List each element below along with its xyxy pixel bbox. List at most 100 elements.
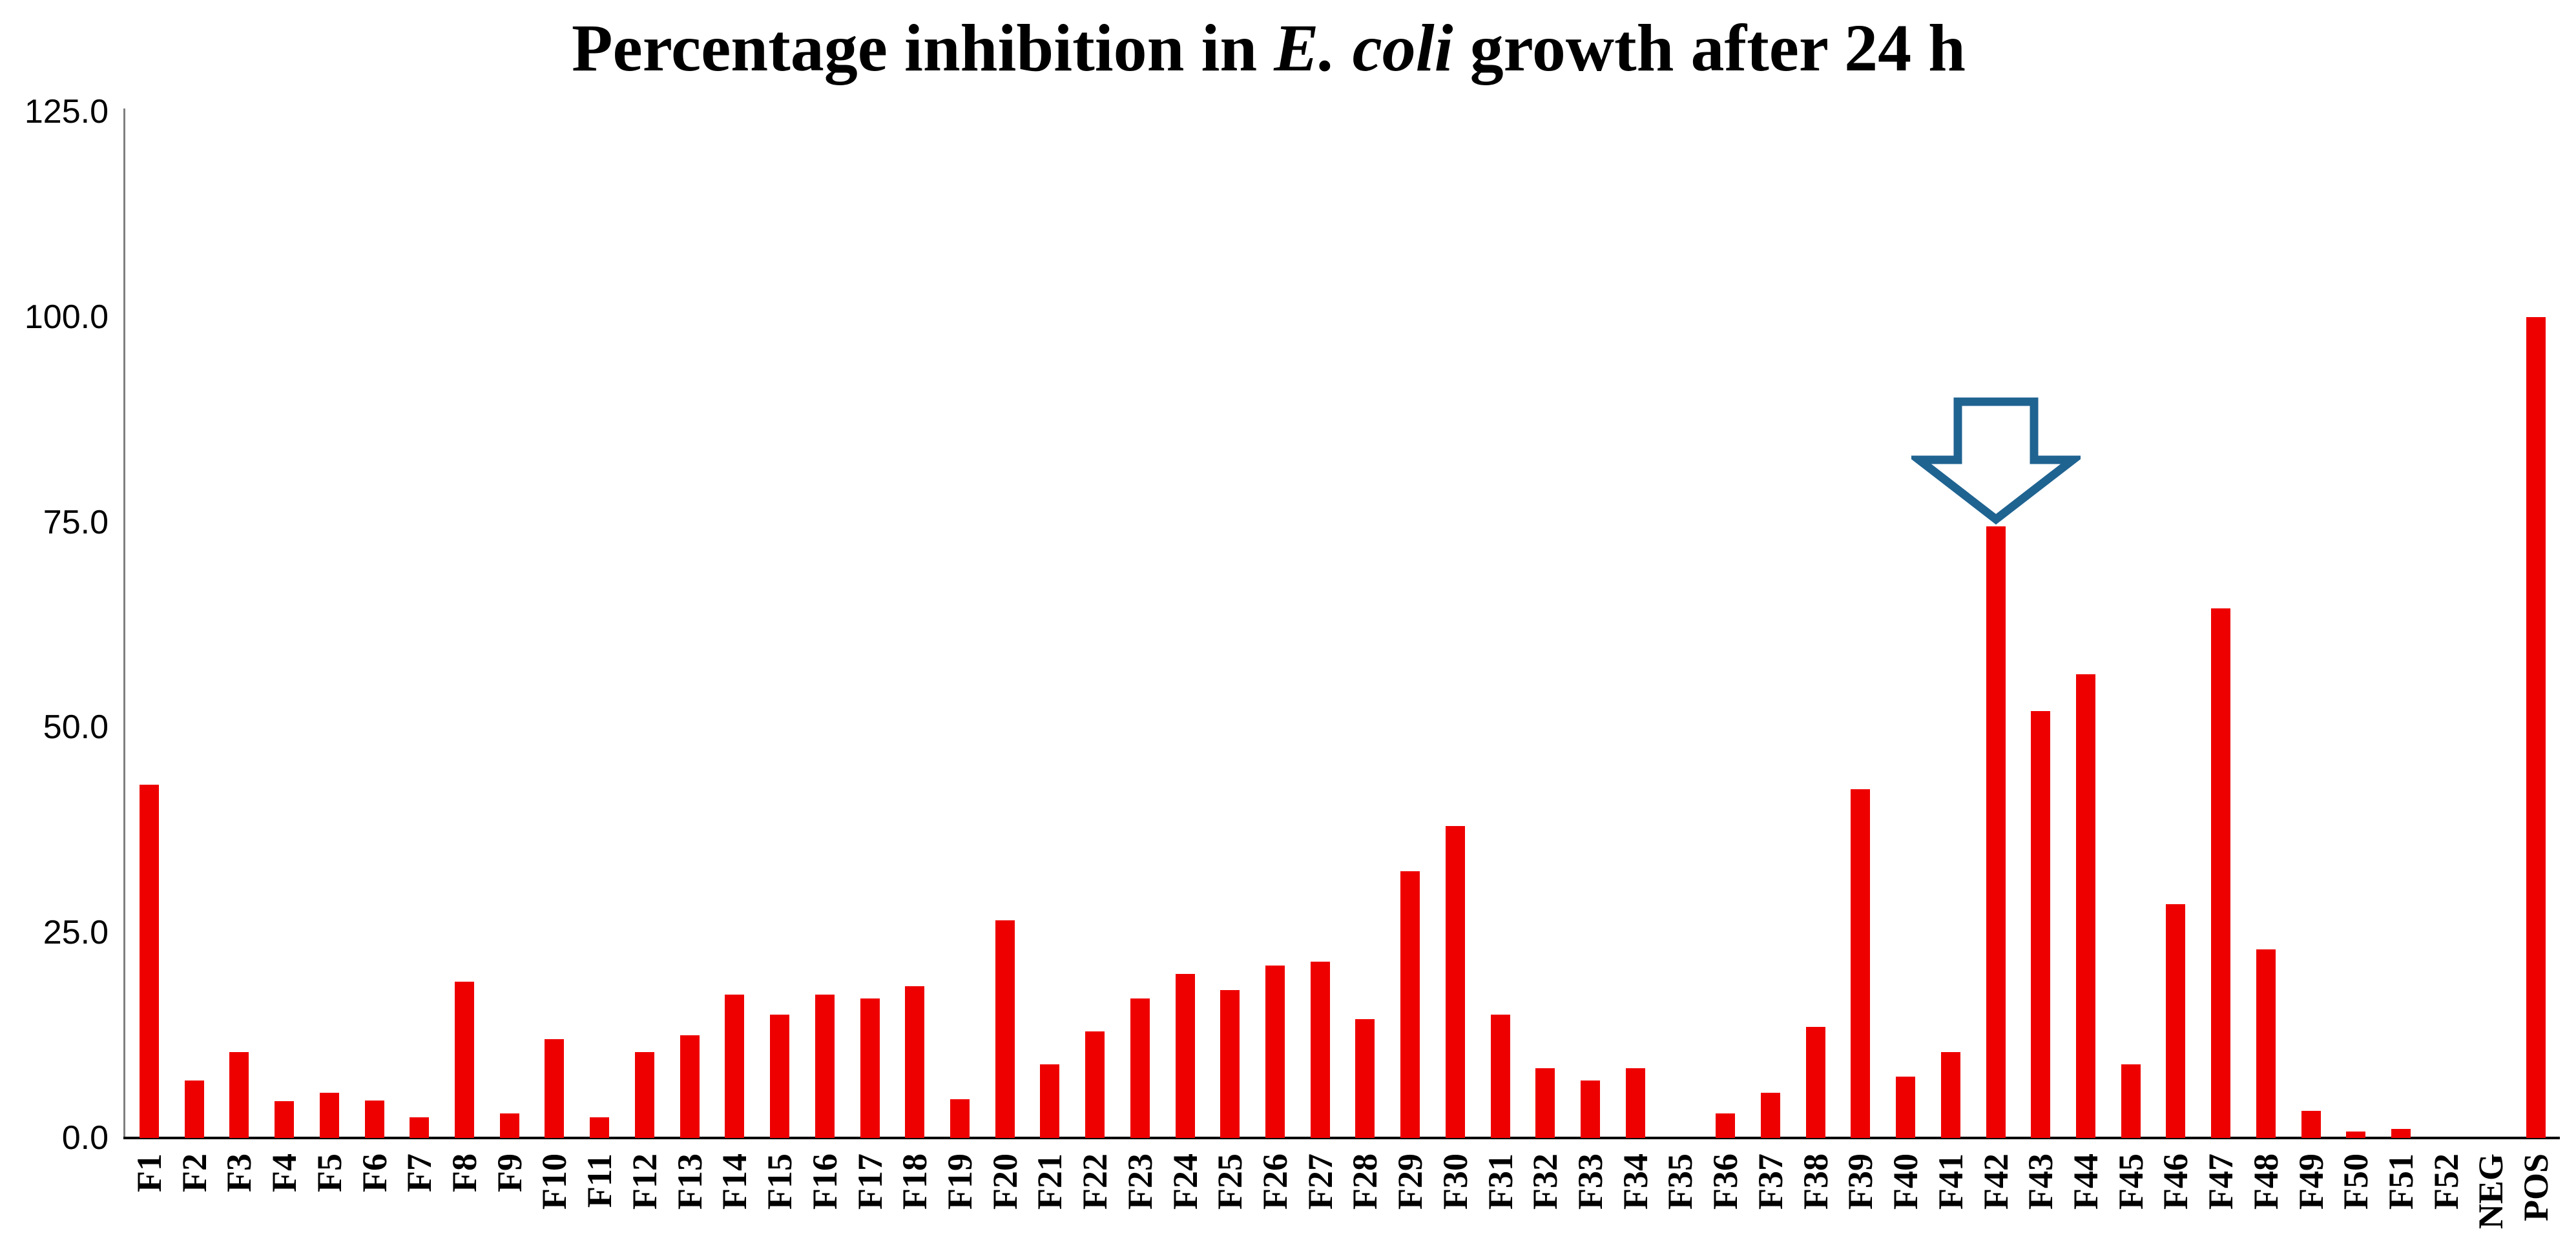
x-label-F43: F43	[2021, 1153, 2060, 1210]
x-label-F51: F51	[2382, 1153, 2420, 1210]
x-label-F8: F8	[445, 1153, 484, 1192]
x-label-F37: F37	[1751, 1153, 1790, 1210]
x-label-F49: F49	[2292, 1153, 2331, 1210]
bar-F21	[1040, 1064, 1059, 1138]
x-label-F45: F45	[2112, 1153, 2150, 1210]
bar-F7	[410, 1117, 429, 1138]
bar-F32	[1535, 1068, 1555, 1138]
x-label-F10: F10	[535, 1153, 574, 1210]
x-label-F16: F16	[805, 1153, 844, 1210]
bar-F42	[1986, 526, 2006, 1138]
x-label-F41: F41	[1931, 1153, 1970, 1210]
bar-F16	[815, 995, 835, 1138]
x-label-F52: F52	[2427, 1153, 2466, 1210]
x-label-F26: F26	[1256, 1153, 1294, 1210]
bar-F9	[500, 1113, 519, 1138]
bar-F20	[995, 920, 1015, 1138]
x-label-F29: F29	[1391, 1153, 1429, 1210]
bar-F25	[1220, 990, 1240, 1138]
bar-F10	[545, 1039, 564, 1138]
y-tick-label-125.0: 125.0	[24, 93, 109, 130]
bar-F38	[1806, 1027, 1825, 1138]
chart-title: Percentage inhibition in E. coli growth …	[0, 0, 2537, 97]
bar-F34	[1626, 1068, 1645, 1138]
bar-F29	[1400, 871, 1420, 1138]
bar-F23	[1130, 998, 1150, 1138]
x-label-F36: F36	[1706, 1153, 1745, 1210]
x-label-F32: F32	[1526, 1153, 1564, 1210]
x-label-F18: F18	[895, 1153, 934, 1210]
x-label-F31: F31	[1481, 1153, 1520, 1210]
x-label-F48: F48	[2247, 1153, 2285, 1210]
x-label-F19: F19	[940, 1153, 979, 1210]
y-tick-label-75.0: 75.0	[43, 503, 109, 541]
x-label-F47: F47	[2201, 1153, 2240, 1210]
x-label-F3: F3	[220, 1153, 258, 1192]
bar-F13	[680, 1035, 700, 1138]
bar-F36	[1716, 1113, 1735, 1138]
x-label-F21: F21	[1030, 1153, 1069, 1210]
bar-F50	[2346, 1132, 2365, 1138]
x-label-F25: F25	[1210, 1153, 1249, 1210]
x-label-F28: F28	[1345, 1153, 1384, 1210]
x-label-F9: F9	[490, 1153, 529, 1192]
title-suffix: growth after 24 h	[1453, 11, 1966, 85]
bar-F33	[1581, 1080, 1600, 1138]
x-label-F50: F50	[2336, 1153, 2375, 1210]
x-label-F14: F14	[715, 1153, 754, 1210]
bar-F1	[140, 785, 159, 1138]
x-label-F23: F23	[1121, 1153, 1159, 1210]
bar-F24	[1176, 974, 1195, 1138]
bar-F49	[2301, 1111, 2321, 1138]
x-label-F42: F42	[1977, 1153, 2015, 1210]
title-species-italic: E. coli	[1274, 11, 1453, 85]
x-label-F27: F27	[1301, 1153, 1340, 1210]
bar-F8	[455, 982, 474, 1138]
x-label-F44: F44	[2066, 1153, 2105, 1210]
x-label-F40: F40	[1886, 1153, 1925, 1210]
x-label-F30: F30	[1436, 1153, 1475, 1210]
bar-F30	[1446, 826, 1465, 1138]
bar-F5	[320, 1093, 339, 1138]
bar-F3	[229, 1052, 249, 1138]
x-label-F35: F35	[1661, 1153, 1699, 1210]
bar-F47	[2211, 608, 2230, 1138]
x-label-F17: F17	[851, 1153, 889, 1210]
bar-F51	[2391, 1129, 2411, 1138]
bar-F17	[860, 998, 880, 1138]
bar-F19	[950, 1099, 970, 1138]
x-label-F6: F6	[355, 1153, 394, 1192]
x-axis-line	[123, 1137, 2560, 1139]
bar-F14	[725, 995, 744, 1138]
x-label-F39: F39	[1841, 1153, 1880, 1210]
x-label-F12: F12	[625, 1153, 664, 1210]
bar-F43	[2031, 711, 2050, 1138]
bar-F28	[1355, 1019, 1375, 1138]
title-prefix: Percentage inhibition in	[572, 11, 1274, 85]
bar-F44	[2076, 674, 2095, 1138]
x-label-F20: F20	[986, 1153, 1024, 1210]
bar-F27	[1311, 962, 1330, 1138]
bar-F39	[1851, 789, 1870, 1138]
bar-F6	[365, 1101, 384, 1138]
bar-F46	[2166, 904, 2185, 1138]
bar-F18	[905, 986, 924, 1138]
bar-F45	[2121, 1064, 2141, 1138]
y-tick-label-25.0: 25.0	[43, 914, 109, 952]
bar-F26	[1265, 966, 1285, 1138]
x-label-F4: F4	[265, 1153, 304, 1192]
x-label-F7: F7	[400, 1153, 439, 1192]
x-label-F46: F46	[2156, 1153, 2195, 1210]
y-axis-line	[123, 109, 125, 1138]
x-label-F2: F2	[175, 1153, 214, 1192]
x-label-F33: F33	[1571, 1153, 1610, 1210]
bar-F31	[1491, 1015, 1510, 1138]
x-label-F1: F1	[130, 1153, 169, 1192]
bar-F2	[185, 1080, 204, 1138]
bar-POS	[2526, 317, 2546, 1138]
x-label-F34: F34	[1616, 1153, 1655, 1210]
bar-F22	[1085, 1031, 1105, 1138]
y-tick-label-0.0: 0.0	[61, 1119, 109, 1157]
bar-F40	[1896, 1077, 1915, 1138]
